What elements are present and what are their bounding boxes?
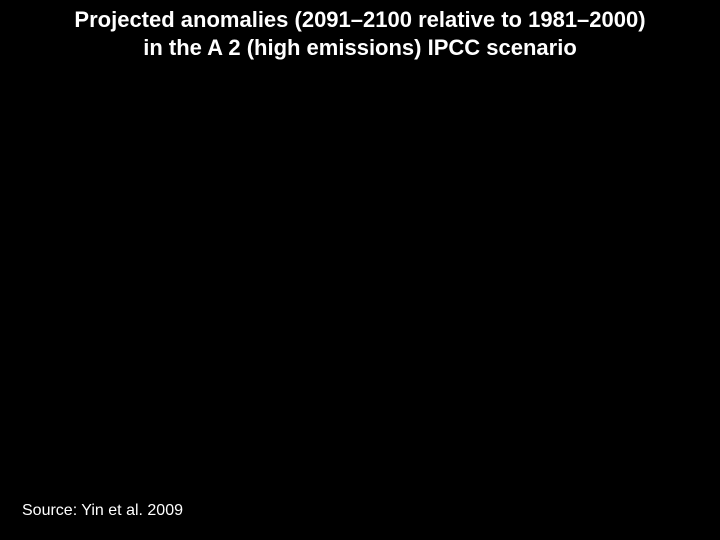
slide-title: Projected anomalies (2091–2100 relative …: [0, 6, 720, 61]
title-line-2: in the A 2 (high emissions) IPCC scenari…: [0, 34, 720, 62]
source-citation: Source: Yin et al. 2009: [22, 502, 183, 520]
slide: Projected anomalies (2091–2100 relative …: [0, 0, 720, 540]
title-line-1: Projected anomalies (2091–2100 relative …: [0, 6, 720, 34]
